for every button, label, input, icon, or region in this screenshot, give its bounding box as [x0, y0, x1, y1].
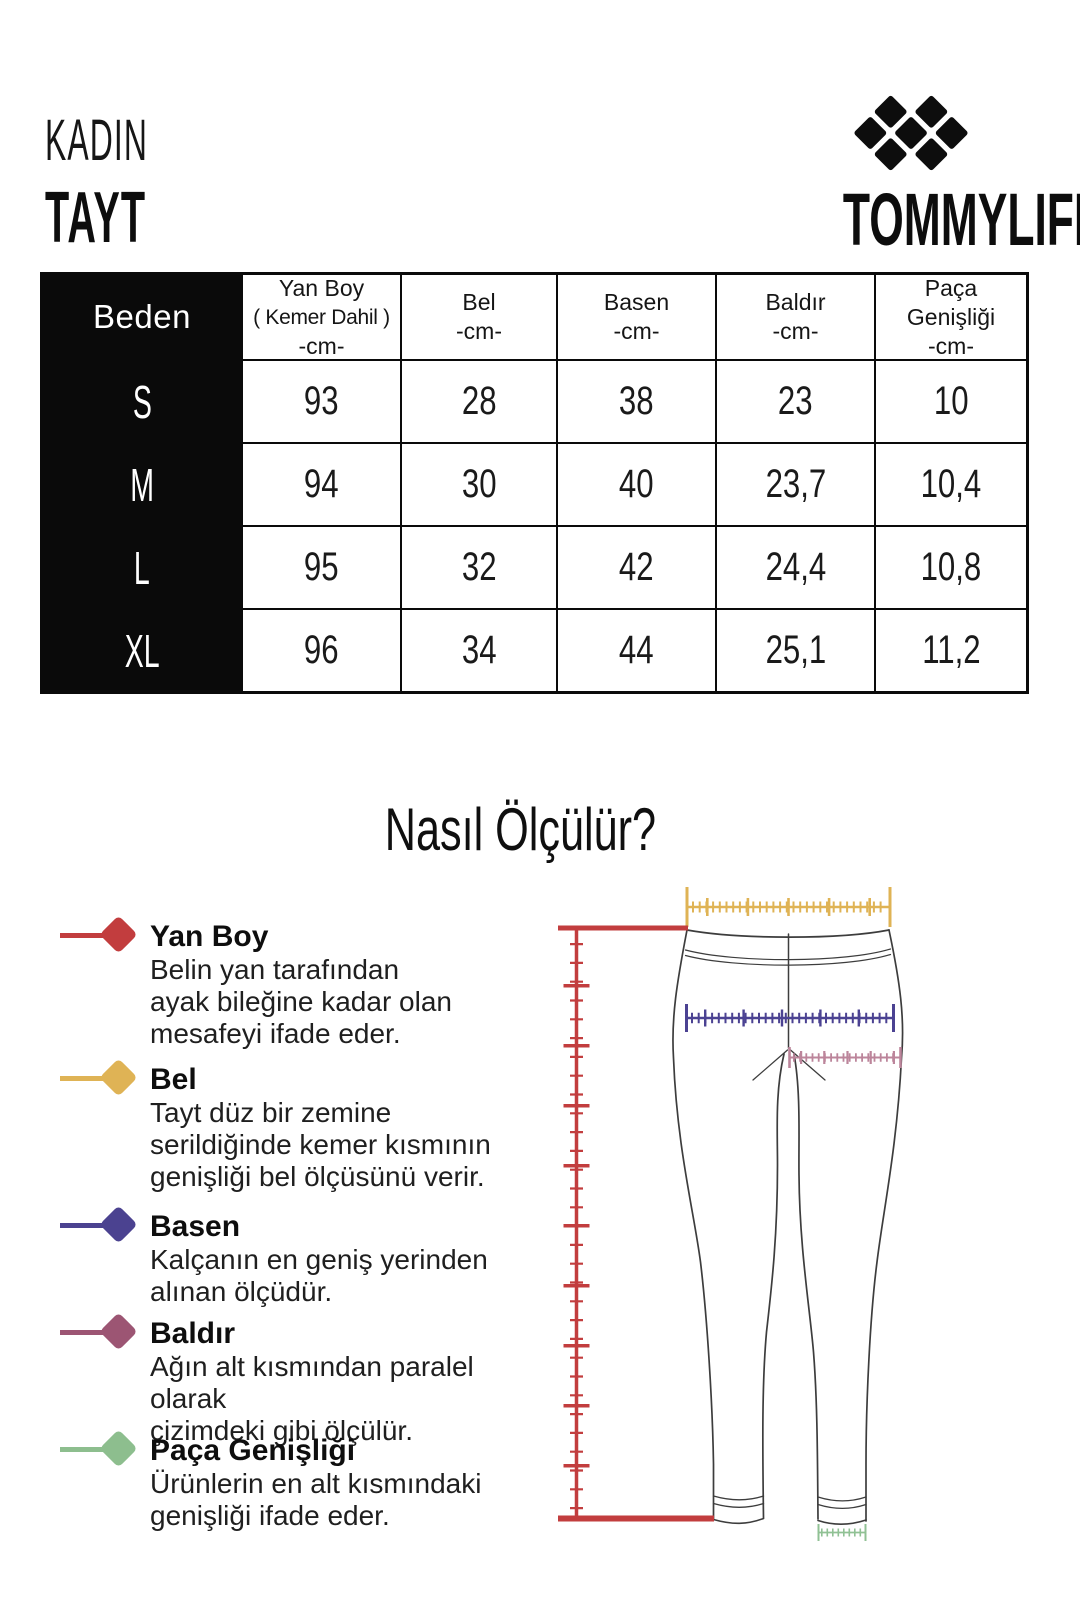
- table-value-cell: 28: [402, 361, 556, 442]
- size-row-label: L: [43, 527, 241, 608]
- legend-description: Tayt düz bir zemine: [150, 1097, 392, 1128]
- column-header-baldir: Baldır -cm-: [717, 275, 874, 359]
- paca-genisligi-measure-tape: [817, 1524, 867, 1541]
- how-to-measure-title: Nasıl Ölçülür?: [384, 796, 656, 863]
- table-value-cell: 23: [717, 361, 874, 442]
- category-label: KADIN: [45, 108, 148, 173]
- table-value-cell: 25,1: [717, 610, 874, 691]
- table-value-cell: 96: [243, 610, 400, 691]
- bel-measure-tape: [685, 887, 892, 927]
- legend-description: Ürünlerin en alt kısmındaki: [150, 1468, 482, 1499]
- basen-measure-tape: [685, 1004, 895, 1032]
- legend-item-baldir: Baldır Ağın alt kısmından paralel olarak…: [60, 1312, 540, 1447]
- legend-item-paca-genisligi: Paça Genişliği Ürünlerin en alt kısmında…: [60, 1429, 540, 1532]
- table-value-cell: 23,7: [717, 444, 874, 525]
- table-value-cell: 94: [243, 444, 400, 525]
- legend-item-bel: Bel Tayt düz bir zemine serildiğinde kem…: [60, 1058, 540, 1193]
- table-value-cell: 93: [243, 361, 400, 442]
- table-value-cell: 32: [402, 527, 556, 608]
- legend-description: Ağın alt kısmından paralel olarak: [150, 1351, 474, 1414]
- baldir-diamond-icon: [60, 1312, 138, 1354]
- column-header-bel: Bel -cm-: [402, 275, 556, 359]
- table-value-cell: 10,8: [876, 527, 1026, 608]
- column-header-basen: Basen -cm-: [558, 275, 715, 359]
- table-value-cell: 30: [402, 444, 556, 525]
- legend-label: Baldır: [150, 1317, 236, 1350]
- legend-description: serildiğinde kemer kısmının: [150, 1129, 491, 1160]
- size-row-label: M: [43, 444, 241, 525]
- legend-label: Bel: [150, 1063, 197, 1096]
- legend-description: Belin yan tarafından: [150, 954, 400, 985]
- table-value-cell: 40: [558, 444, 715, 525]
- basen-diamond-icon: [60, 1205, 138, 1247]
- brand-block: TOMMYLIFE: [756, 93, 1080, 261]
- table-value-cell: 24,4: [717, 527, 874, 608]
- legend-description: genişliği bel ölçüsünü verir.: [150, 1161, 485, 1192]
- yan-boy-measure-tape: [558, 925, 714, 1522]
- legend-description: alınan ölçüdür.: [150, 1276, 333, 1307]
- leggings-outline: [672, 929, 904, 1525]
- paca-genisligi-diamond-icon: [60, 1429, 138, 1471]
- table-corner-cell: Beden: [43, 275, 241, 359]
- baldir-measure-tape: [788, 1047, 902, 1068]
- brand-name: TOMMYLIFE: [842, 178, 1080, 261]
- legend-description: ayak bileğine kadar olan: [150, 986, 452, 1017]
- legend-label: Basen: [150, 1210, 241, 1243]
- leggings-measurement-diagram: [558, 887, 904, 1541]
- table-value-cell: 44: [558, 610, 715, 691]
- legend-label: Yan Boy: [150, 920, 269, 953]
- tommylife-logo-icon: [854, 95, 968, 171]
- bel-diamond-icon: [60, 1058, 138, 1100]
- yan-boy-diamond-icon: [60, 915, 138, 957]
- table-value-cell: 42: [558, 527, 715, 608]
- size-row-label: XL: [43, 610, 241, 691]
- legend-description: mesafeyi ifade eder.: [150, 1018, 401, 1049]
- legend-description: genişliği ifade eder.: [150, 1500, 390, 1531]
- table-value-cell: 34: [402, 610, 556, 691]
- product-title: KADIN TAYT: [45, 108, 232, 258]
- legend-description: çizimdeki gibi ölçülür.: [150, 1415, 413, 1446]
- column-header-paca: Paça Genişliği -cm-: [876, 275, 1026, 359]
- size-row-label: S: [43, 361, 241, 442]
- table-value-cell: 10: [876, 361, 1026, 442]
- table-value-cell: 11,2: [876, 610, 1026, 691]
- legend-item-yan-boy: Yan Boy Belin yan tarafından ayak bileği…: [60, 915, 540, 1050]
- table-value-cell: 38: [558, 361, 715, 442]
- column-header-yan-boy: Yan Boy ( Kemer Dahil ) -cm-: [243, 275, 400, 359]
- table-value-cell: 10,4: [876, 444, 1026, 525]
- legend-label: Paça Genişliği: [150, 1434, 356, 1467]
- size-table: Beden Yan Boy ( Kemer Dahil ) -cm- Bel -…: [40, 272, 1029, 694]
- legend-description: Kalçanın en geniş yerinden: [150, 1244, 488, 1275]
- product-type-label: TAYT: [45, 178, 147, 258]
- legend-item-basen: Basen Kalçanın en geniş yerinden alınan …: [60, 1205, 540, 1308]
- table-value-cell: 95: [243, 527, 400, 608]
